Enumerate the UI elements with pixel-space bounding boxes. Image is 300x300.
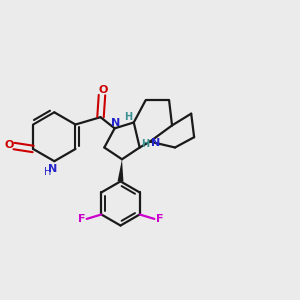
Text: N: N	[111, 118, 120, 128]
Text: N: N	[151, 138, 160, 148]
Text: N: N	[48, 164, 58, 174]
Text: H: H	[124, 112, 133, 122]
Text: O: O	[4, 140, 14, 150]
Text: O: O	[99, 85, 108, 95]
Text: F: F	[156, 214, 164, 224]
Text: H: H	[44, 167, 52, 177]
Text: H: H	[142, 139, 150, 149]
Polygon shape	[118, 159, 124, 182]
Text: F: F	[78, 214, 85, 224]
